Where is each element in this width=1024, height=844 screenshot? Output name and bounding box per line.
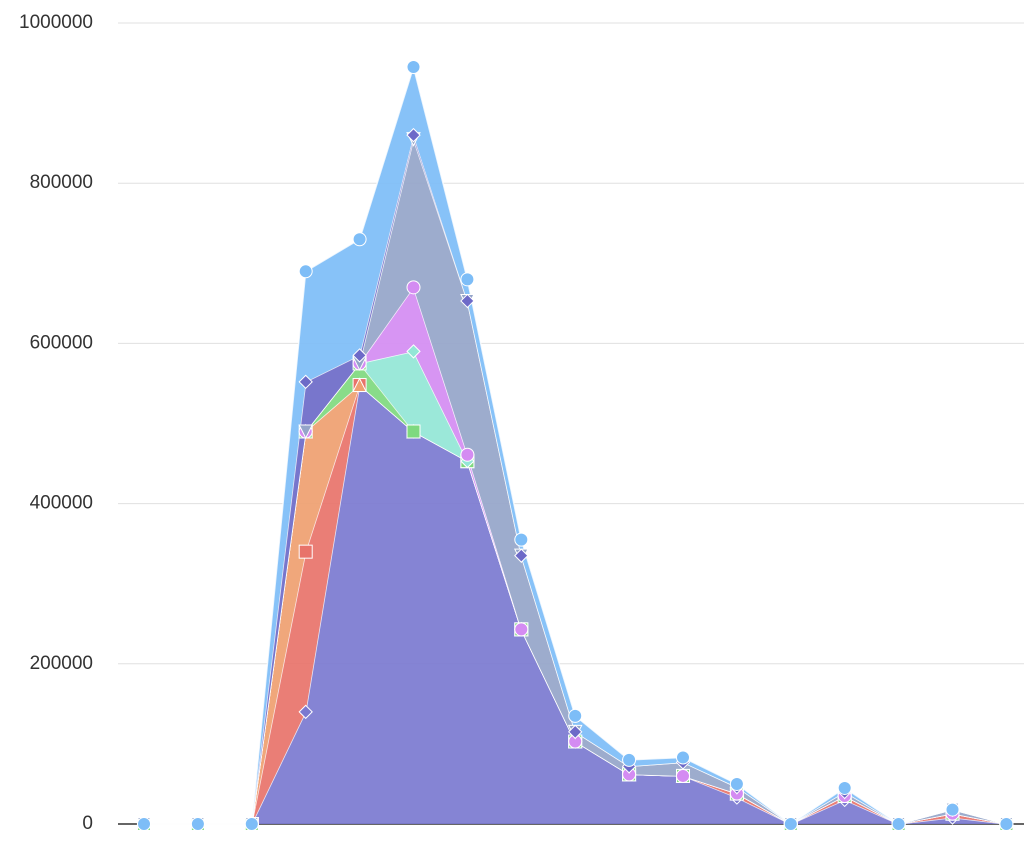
area	[144, 385, 1007, 824]
marker	[352, 348, 367, 363]
marker	[460, 272, 475, 287]
marker	[622, 752, 637, 767]
marker	[298, 264, 313, 279]
marker	[514, 622, 529, 637]
marker	[406, 127, 421, 143]
marker	[514, 532, 529, 547]
marker	[352, 232, 367, 247]
marker	[891, 817, 906, 831]
marker	[190, 817, 205, 831]
area	[144, 385, 1007, 824]
marker	[298, 424, 314, 440]
area	[144, 67, 1007, 825]
marker	[406, 280, 421, 295]
marker	[244, 817, 259, 831]
marker	[676, 750, 690, 765]
y-tick-label: 1000000	[19, 12, 93, 33]
marker	[460, 293, 475, 309]
marker	[406, 60, 421, 75]
marker	[567, 724, 583, 740]
marker	[676, 768, 690, 783]
y-tick-label: 800000	[30, 172, 93, 193]
marker	[406, 344, 421, 359]
y-tick-label: 0	[82, 813, 93, 834]
marker	[999, 817, 1014, 831]
marker	[514, 548, 529, 563]
marker	[837, 780, 852, 795]
marker	[298, 374, 313, 390]
marker	[460, 447, 475, 462]
y-tick-label: 600000	[30, 332, 93, 353]
marker	[945, 802, 960, 817]
marker	[783, 817, 798, 831]
marker	[298, 544, 313, 559]
marker	[137, 817, 151, 831]
marker	[298, 704, 313, 720]
y-tick-label: 200000	[30, 653, 93, 674]
marker	[406, 424, 421, 439]
marker	[352, 377, 367, 393]
marker	[729, 776, 744, 791]
marker	[568, 708, 583, 723]
y-tick-label: 400000	[30, 493, 93, 514]
